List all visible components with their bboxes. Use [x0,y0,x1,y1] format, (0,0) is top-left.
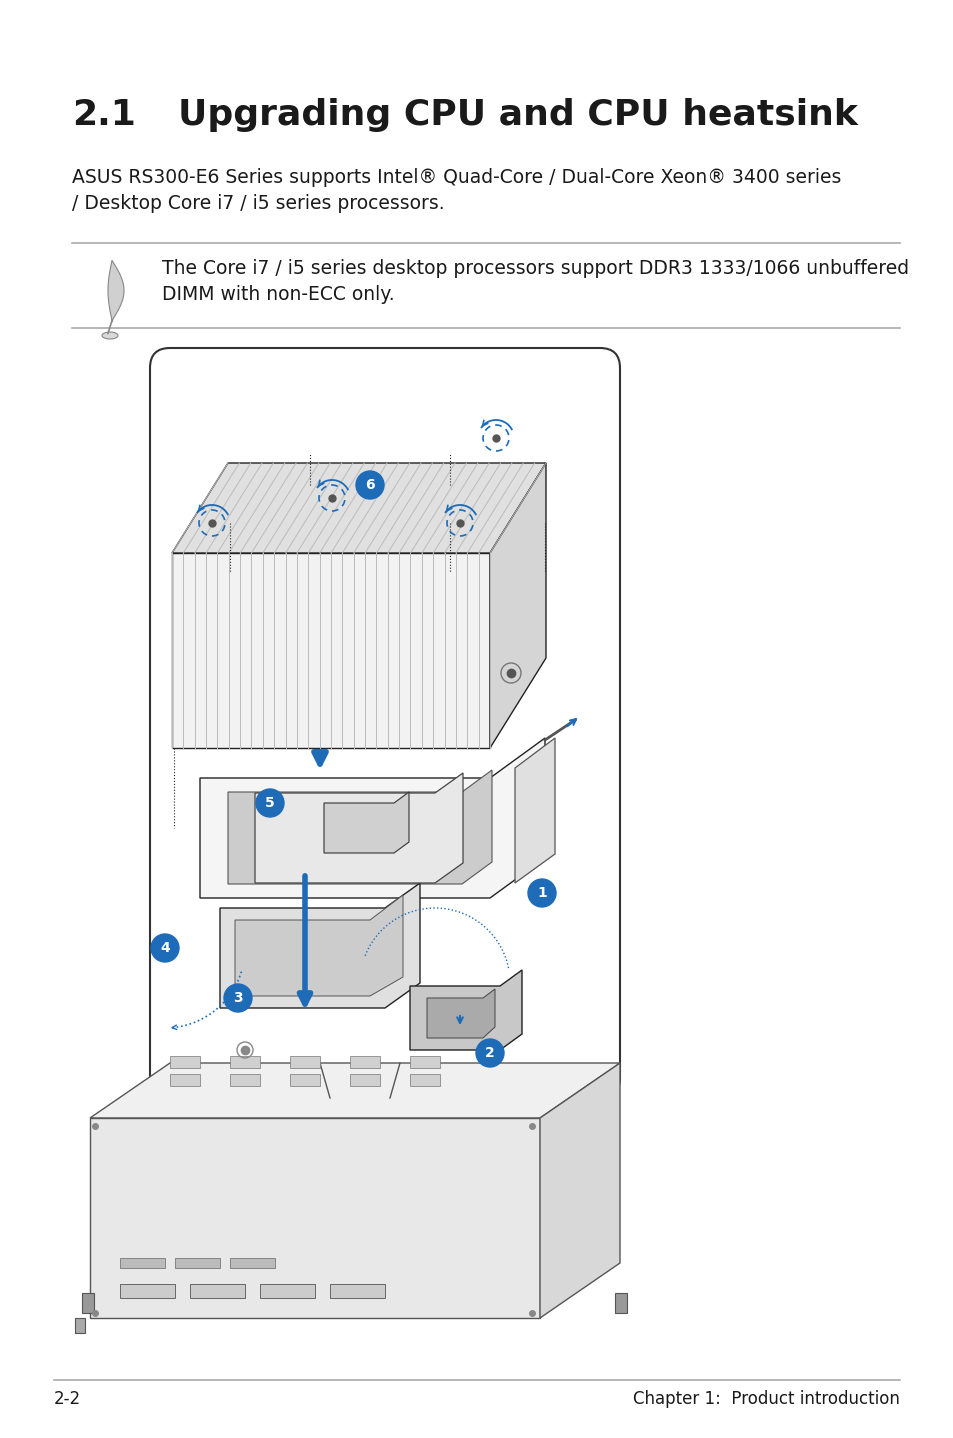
Polygon shape [539,1063,619,1319]
Bar [174,1258,220,1268]
Text: The Core i7 / i5 series desktop processors support DDR3 1333/1066 unbuffered: The Core i7 / i5 series desktop processo… [162,259,908,278]
Bar [615,1293,626,1313]
Text: DIMM with non-ECC only.: DIMM with non-ECC only. [162,285,395,303]
Text: ASUS RS300-E6 Series supports Intel® Quad-Core / Dual-Core Xeon® 3400 series: ASUS RS300-E6 Series supports Intel® Qua… [71,168,841,187]
Polygon shape [410,971,521,1050]
Bar [290,1055,319,1068]
Polygon shape [90,1063,619,1117]
Circle shape [151,935,179,962]
Text: 1: 1 [537,886,546,900]
Text: 2-2: 2-2 [54,1391,81,1408]
Text: Upgrading CPU and CPU heatsink: Upgrading CPU and CPU heatsink [178,98,857,132]
Bar [410,1055,439,1068]
Text: 5: 5 [265,797,274,810]
Polygon shape [172,554,490,748]
Circle shape [255,789,284,817]
Bar [230,1258,274,1268]
Bar [350,1055,379,1068]
Polygon shape [234,894,402,997]
Polygon shape [427,989,495,1038]
Polygon shape [490,463,545,748]
Polygon shape [324,792,409,853]
Bar [190,1284,245,1299]
Bar [350,1074,379,1086]
Polygon shape [108,260,124,321]
Ellipse shape [102,332,118,339]
Polygon shape [220,883,419,1008]
Polygon shape [172,463,545,554]
Text: 3: 3 [233,991,243,1005]
Circle shape [355,472,384,499]
Bar [120,1258,165,1268]
Text: 6: 6 [365,477,375,492]
Polygon shape [90,1117,539,1319]
Circle shape [527,879,556,907]
Polygon shape [254,774,462,883]
Polygon shape [75,1319,85,1333]
Text: 4: 4 [160,940,170,955]
Bar [290,1074,319,1086]
Bar [260,1284,314,1299]
Text: 2: 2 [485,1045,495,1060]
FancyBboxPatch shape [150,348,619,1099]
Text: Chapter 1:  Product introduction: Chapter 1: Product introduction [633,1391,899,1408]
Polygon shape [200,738,544,897]
Bar [230,1055,260,1068]
Polygon shape [515,738,555,883]
Bar [330,1284,385,1299]
Circle shape [224,984,252,1012]
Circle shape [476,1040,503,1067]
Bar [410,1074,439,1086]
Text: 2.1: 2.1 [71,98,135,132]
Bar [230,1074,260,1086]
Bar [170,1074,200,1086]
Bar [170,1055,200,1068]
Polygon shape [228,769,492,884]
Bar [82,1293,94,1313]
Bar [120,1284,174,1299]
Text: / Desktop Core i7 / i5 series processors.: / Desktop Core i7 / i5 series processors… [71,194,444,213]
